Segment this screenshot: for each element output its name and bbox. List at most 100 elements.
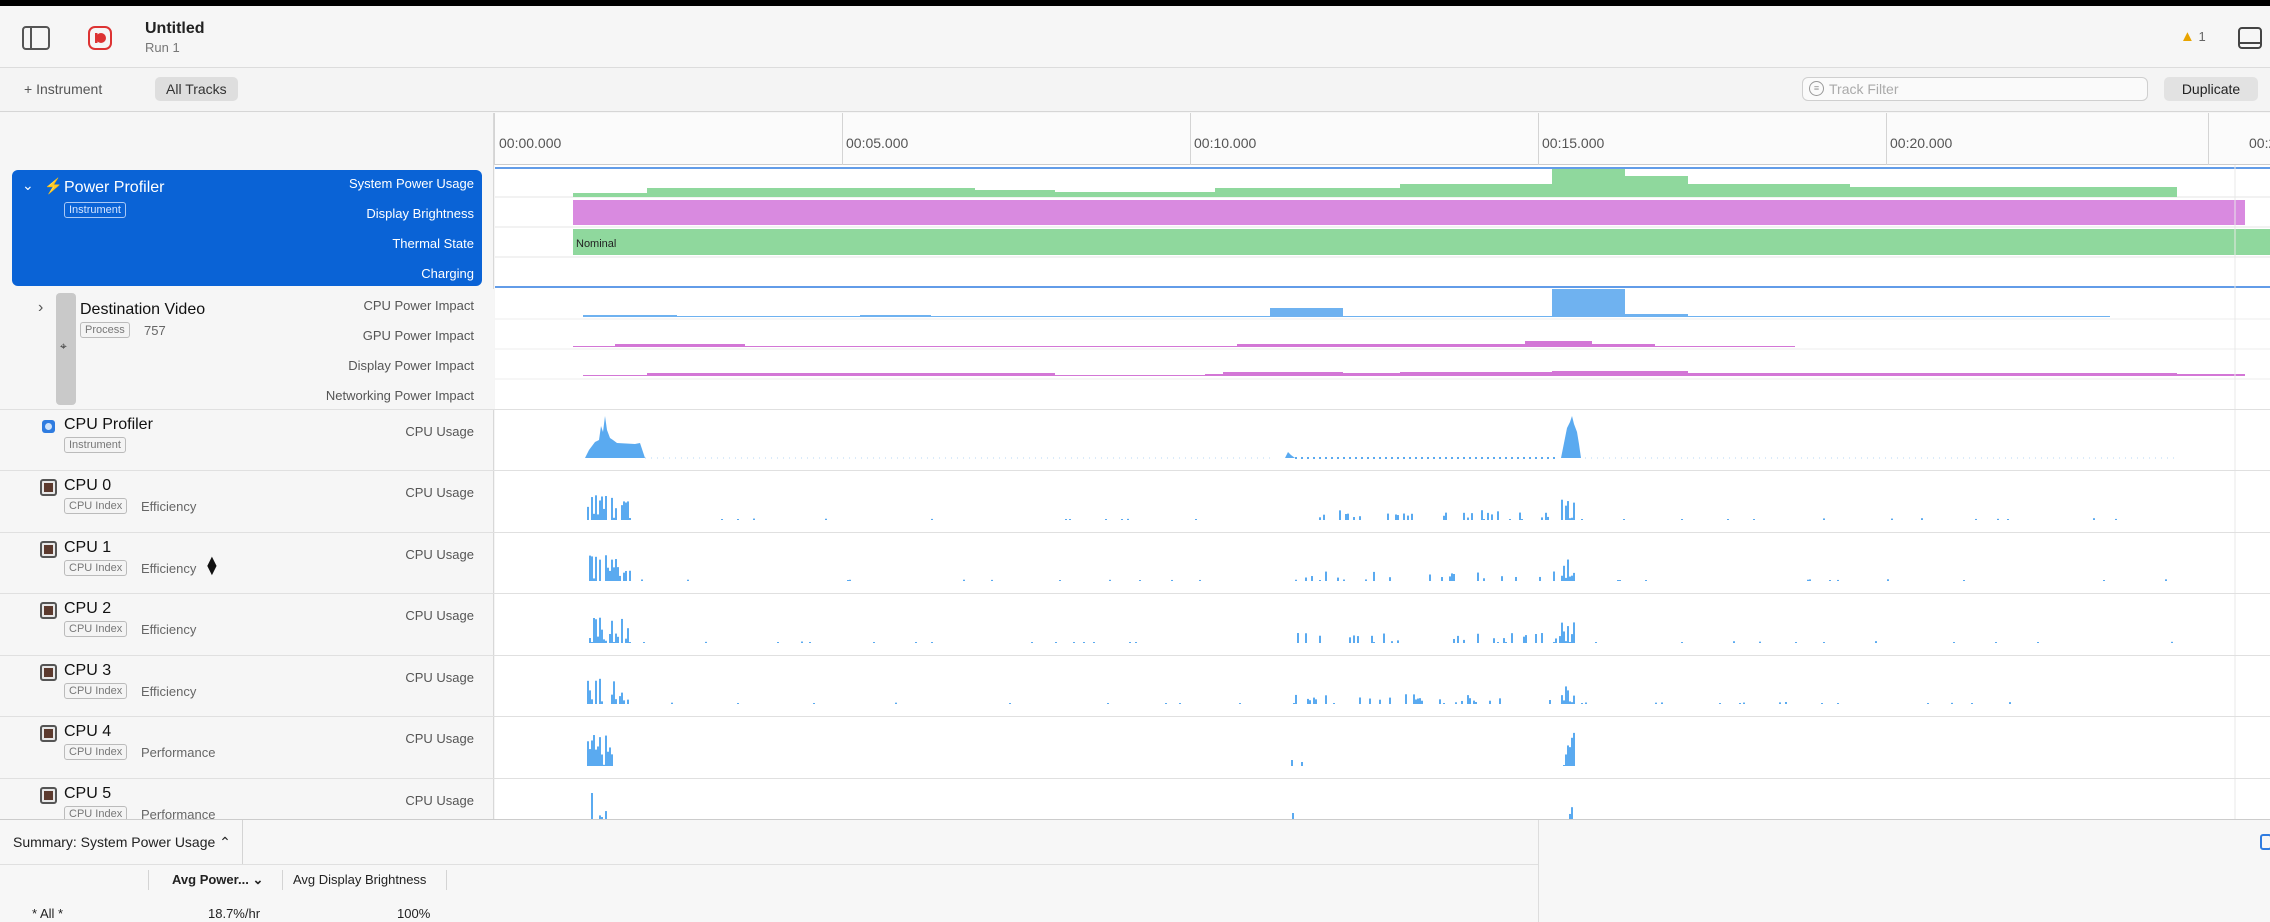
- cpu-usage-bar: [1473, 700, 1475, 704]
- cpu-usage-bar: [591, 556, 593, 581]
- cpu-track[interactable]: CPU 4 CPU Index Performance CPU Usage: [0, 717, 2270, 778]
- cpu-usage-bar: [1139, 580, 1141, 581]
- tick: 00:15.000: [1538, 113, 1604, 165]
- cpu-track[interactable]: CPU 0 CPU Index Efficiency CPU Usage: [0, 471, 2270, 532]
- cpu-usage-bar: [593, 735, 595, 766]
- collapse-chevron-icon[interactable]: ⌄: [22, 177, 34, 193]
- cpu-usage-bar: [1837, 579, 1839, 581]
- cpu-usage-bar: [2171, 641, 2173, 643]
- cpu-usage-bar: [1971, 703, 1973, 704]
- cpu-graph[interactable]: [495, 779, 2270, 819]
- pin-strip[interactable]: [56, 293, 76, 405]
- cpu-header[interactable]: CPU 1 CPU Index Efficiency CPU Usage: [0, 533, 494, 593]
- cpu-profiler-header[interactable]: CPU Profiler Instrument CPU Usage: [0, 410, 494, 470]
- cpu-usage-bar: [617, 567, 619, 581]
- cpu-usage-bar: [1129, 642, 1131, 643]
- cpu-graph[interactable]: [495, 594, 2270, 655]
- process-graph[interactable]: [495, 289, 2270, 409]
- cpu-icon: [40, 664, 57, 681]
- cpu-usage-bar: [1837, 703, 1839, 704]
- row-label[interactable]: * All *: [32, 906, 64, 921]
- cpu-track[interactable]: CPU 5 CPU Index Performance CPU Usage: [0, 779, 2270, 819]
- inspector-edge-icon[interactable]: [2260, 834, 2270, 850]
- cpu-track[interactable]: CPU 2 CPU Index Efficiency CPU Usage: [0, 594, 2270, 655]
- cpu-usage-bar: [599, 678, 601, 704]
- cpu-usage-bar: [1009, 703, 1011, 704]
- cpu-usage-bar: [1411, 513, 1413, 520]
- cpu-index-tag: CPU Index: [64, 498, 128, 514]
- duplicate-button[interactable]: Duplicate: [2164, 77, 2258, 101]
- cpu-usage-bar: [1521, 519, 1523, 520]
- run-label: Run 1: [145, 40, 180, 55]
- avg-power-value: 18.7%/hr: [208, 906, 261, 921]
- cpu-usage-bar: [809, 642, 811, 643]
- cpu-usage-bar: [1953, 642, 1955, 643]
- cpu-usage-bar: [1823, 518, 1825, 520]
- cpu-graph[interactable]: [495, 717, 2270, 778]
- cpu-usage-bar: [627, 699, 629, 704]
- cpu-usage-bar: [1059, 580, 1061, 581]
- cpu-usage-bar: [591, 497, 593, 520]
- cpu-header[interactable]: CPU 4 CPU Index Performance CPU Usage: [0, 717, 494, 778]
- cpu-profiler-graph[interactable]: [495, 410, 2270, 470]
- track-filter-input[interactable]: [1829, 80, 2139, 98]
- cpu-profiler-track[interactable]: CPU Profiler Instrument CPU Usage: [0, 410, 2270, 470]
- cpu-usage-bar: [603, 508, 605, 520]
- cpu-index-tag: CPU Index: [64, 621, 128, 637]
- cpu-header[interactable]: CPU 5 CPU Index Performance CPU Usage: [0, 779, 494, 819]
- cpu-graph[interactable]: [495, 656, 2270, 716]
- cpu-header[interactable]: CPU 3 CPU Index Efficiency CPU Usage: [0, 656, 494, 716]
- cpu-usage-bar: [611, 497, 613, 520]
- cpu-usage-bar: [593, 513, 595, 520]
- process-header[interactable]: › ⌖ Destination Video Process 757 CPU Po…: [0, 289, 494, 409]
- sidebar-toggle-icon[interactable]: [22, 26, 50, 50]
- power-profiler-graph[interactable]: Nominal: [495, 165, 2270, 289]
- cpu-usage-bar: [1349, 637, 1351, 643]
- expand-chevron-icon[interactable]: ›: [38, 299, 44, 316]
- cpu-usage-bar: [599, 737, 601, 766]
- process-tag: Process: [80, 322, 130, 338]
- cpu-track[interactable]: CPU 1 CPU Index Efficiency CPU Usage: [0, 533, 2270, 593]
- cpu-usage-bar: [1481, 510, 1483, 520]
- row-resize-handle-icon[interactable]: ▲ ▼: [204, 553, 220, 579]
- cpu-graph[interactable]: [495, 533, 2270, 593]
- cpu-index-tag: CPU Index: [64, 744, 128, 760]
- cpu-track[interactable]: CPU 3 CPU Index Efficiency CPU Usage: [0, 656, 2270, 716]
- power-profiler-header[interactable]: ⌄ ⚡ Power Profiler Instrument System Pow…: [0, 165, 494, 289]
- panel-split[interactable]: [1538, 820, 1539, 922]
- cpu-header[interactable]: CPU 0 CPU Index Efficiency CPU Usage: [0, 471, 494, 532]
- all-tracks-button[interactable]: All Tracks: [155, 77, 238, 101]
- warnings-indicator[interactable]: ▲ 1: [2180, 28, 2206, 45]
- cpu-usage-bar: [1887, 579, 1889, 581]
- cpu-graph[interactable]: [495, 471, 2270, 532]
- subtrack-label: CPU Usage: [405, 731, 474, 746]
- timeline-ruler[interactable]: 00:00.000 00:05.000 00:10.000 00:15.000 …: [494, 113, 2270, 165]
- cpu-usage-bar: [1753, 519, 1755, 520]
- cpu-header[interactable]: CPU 2 CPU Index Efficiency CPU Usage: [0, 594, 494, 655]
- cpu-usage-bar: [605, 811, 607, 819]
- column-header-avg-power[interactable]: Avg Power... ⌄: [172, 872, 264, 887]
- cpu-usage-bar: [613, 517, 615, 520]
- cpu-usage-bar: [1429, 574, 1431, 581]
- top-edge: [0, 0, 2270, 6]
- column-header-avg-brightness[interactable]: Avg Display Brightness: [293, 872, 427, 887]
- add-instrument-button[interactable]: + Instrument: [24, 81, 103, 97]
- pin-icon[interactable]: ⌖: [60, 339, 67, 353]
- detail-panel-toggle-icon[interactable]: [2238, 27, 2262, 49]
- power-profiler-track[interactable]: ⌄ ⚡ Power Profiler Instrument System Pow…: [0, 165, 2270, 289]
- process-track[interactable]: › ⌖ Destination Video Process 757 CPU Po…: [0, 289, 2270, 409]
- cpu-usage-bar: [1179, 703, 1181, 704]
- cpu-usage-bar: [1569, 518, 1571, 520]
- summary-selector[interactable]: Summary: System Power Usage ⌃: [13, 834, 231, 850]
- cpu-usage-bar: [1565, 577, 1567, 581]
- cpu-icon: [40, 541, 57, 558]
- cpu-usage-bar: [1297, 633, 1299, 643]
- record-icon[interactable]: [86, 24, 114, 52]
- cpu-usage-bar: [1413, 694, 1415, 704]
- cpu-usage-bar: [609, 570, 611, 581]
- cpu-usage-chart: [587, 656, 2236, 716]
- cpu-usage-bar: [1997, 518, 1999, 520]
- track-filter-field[interactable]: ≡: [1802, 77, 2148, 101]
- cpu-usage-bar: [1397, 515, 1399, 520]
- cpu-usage-bar: [1515, 576, 1517, 581]
